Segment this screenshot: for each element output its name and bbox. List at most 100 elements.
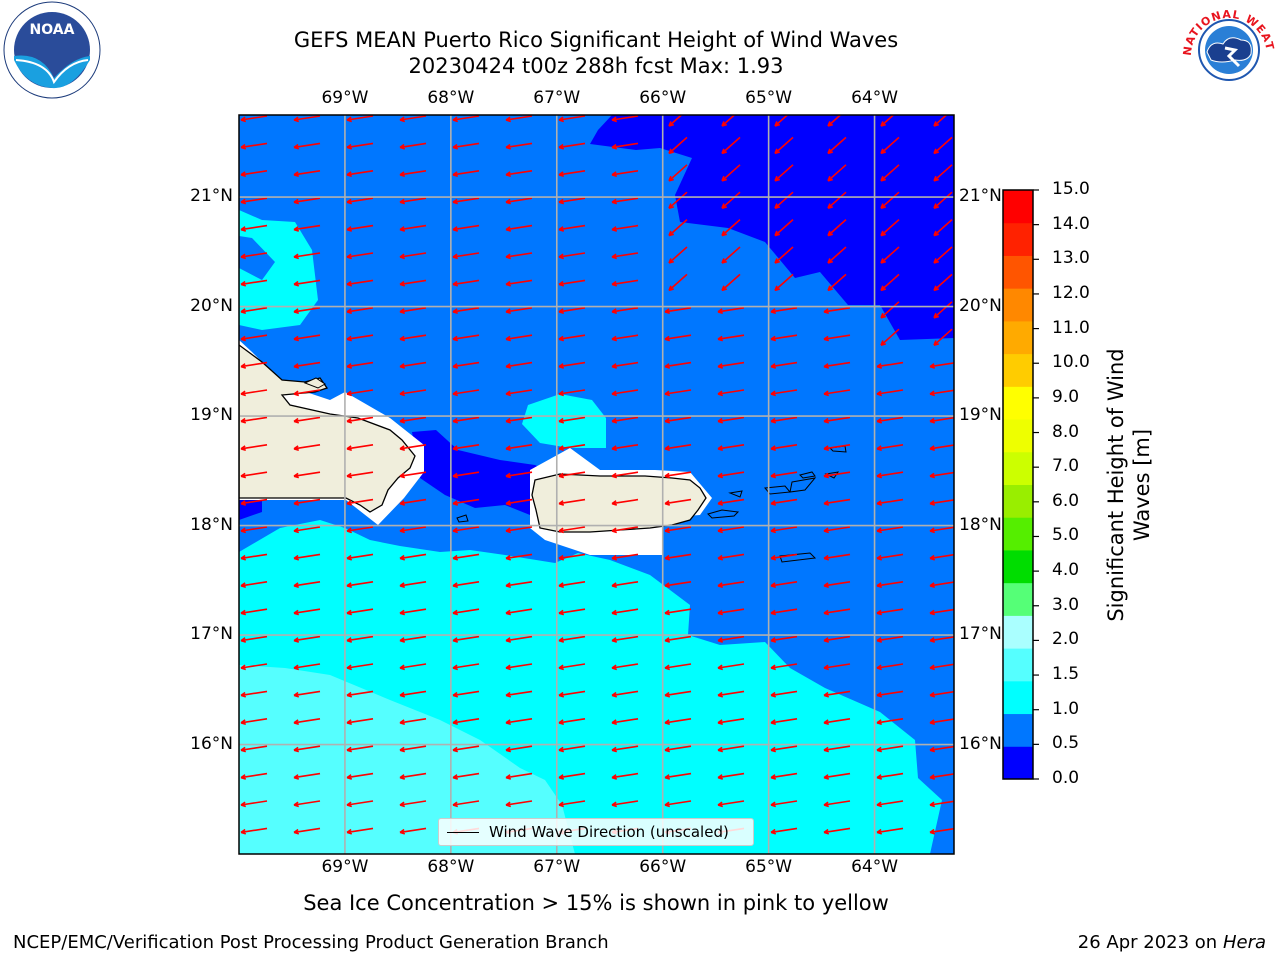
wave-direction-arrow xyxy=(505,498,533,506)
lat-label-left: 20°N xyxy=(190,295,233,316)
lon-label-top: 68°W xyxy=(427,88,475,108)
wave-direction-arrow xyxy=(293,498,321,506)
wave-direction-arrow xyxy=(770,800,798,808)
wave-direction-arrow xyxy=(823,526,851,534)
wave-direction-arrow xyxy=(346,197,374,205)
wave-direction-arrow xyxy=(505,252,533,260)
wave-direction-arrow xyxy=(668,191,688,209)
wave-direction-arrow xyxy=(558,142,586,150)
noaa-logo-text: NOAA xyxy=(30,22,75,38)
wave-direction-arrow xyxy=(770,663,798,671)
wave-direction-arrow xyxy=(668,164,688,182)
wave-direction-arrow xyxy=(293,718,321,726)
wave-direction-arrow xyxy=(399,581,427,589)
colorbar-tick-label: 1.0 xyxy=(1052,698,1080,719)
wave-direction-arrow xyxy=(505,416,533,424)
wave-direction-arrow xyxy=(774,246,794,264)
wave-direction-arrow xyxy=(558,526,586,534)
wave-direction-arrow xyxy=(823,389,851,397)
wave-direction-arrow xyxy=(558,581,586,589)
wave-direction-arrow xyxy=(505,581,533,589)
wave-direction-arrow xyxy=(346,663,374,671)
map-title: GEFS MEAN Puerto Rico Significant Height… xyxy=(293,28,899,52)
colorbar-segment xyxy=(1003,320,1033,355)
wave-direction-arrow xyxy=(558,800,586,808)
wave-direction-arrow xyxy=(558,279,586,287)
wave-direction-arrow xyxy=(664,635,692,643)
wave-direction-arrow xyxy=(452,389,480,397)
wave-direction-arrow xyxy=(399,498,427,506)
wave-direction-arrow xyxy=(611,471,639,479)
lat-label-left: 17°N xyxy=(190,624,233,645)
wave-direction-arrow xyxy=(880,115,895,127)
lon-label-top: 69°W xyxy=(321,88,369,108)
colorbar-tick-label: 15.0 xyxy=(1052,179,1090,199)
wave-direction-arrow xyxy=(774,164,794,182)
wave-direction-arrow xyxy=(558,307,586,315)
wave-direction-arrow xyxy=(452,745,480,753)
wave-direction-arrow xyxy=(399,307,427,315)
wave-direction-arrow xyxy=(823,416,851,424)
wave-direction-arrow xyxy=(240,197,268,205)
wave-direction-arrow xyxy=(452,307,480,315)
wave-direction-arrow xyxy=(876,690,904,698)
wave-direction-arrow xyxy=(399,334,427,342)
wave-direction-arrow xyxy=(346,827,374,835)
wave-direction-arrow xyxy=(240,745,268,753)
colorbar-tick-label: 13.0 xyxy=(1052,248,1090,269)
wave-direction-arrow xyxy=(774,191,794,209)
wave-direction-arrow xyxy=(611,690,639,698)
colorbar-segment xyxy=(1003,353,1033,387)
wave-direction-arrow xyxy=(558,252,586,260)
wave-direction-arrow xyxy=(770,444,798,452)
wave-direction-arrow xyxy=(505,745,533,753)
wave-direction-arrow xyxy=(770,608,798,616)
colorbar-tick-label: 6.0 xyxy=(1052,490,1080,511)
wave-direction-arrow xyxy=(346,444,374,452)
wave-direction-arrow xyxy=(876,772,904,780)
wave-direction-arrow xyxy=(452,498,480,506)
colorbar-tick-label: 0.0 xyxy=(1052,768,1080,788)
wave-direction-arrow xyxy=(717,745,745,753)
wave-direction-arrow xyxy=(827,136,847,155)
wave-direction-arrow xyxy=(664,416,692,424)
wave-direction-arrow xyxy=(611,334,639,342)
wave-direction-arrow xyxy=(770,772,798,780)
wave-direction-arrow xyxy=(611,526,639,534)
colorbar-segment xyxy=(1003,615,1033,649)
wave-direction-arrow xyxy=(876,361,904,369)
wave-direction-arrow xyxy=(823,361,851,369)
wave-direction-arrow xyxy=(611,444,639,452)
colorbar-title-line1: Significant Height of Wind xyxy=(1104,348,1128,622)
wave-direction-arrow xyxy=(452,142,480,150)
wave-direction-arrow xyxy=(880,301,900,319)
contour-1p0-1p5-northwest xyxy=(239,210,318,330)
lat-label-right: 16°N xyxy=(959,733,1002,754)
wave-direction-arrow xyxy=(717,361,745,369)
contour-0p0-0p5-northeast xyxy=(590,115,954,340)
colorbar-tick-label: 1.5 xyxy=(1052,664,1080,685)
wave-direction-arrow xyxy=(717,471,745,479)
wave-direction-arrow xyxy=(770,526,798,534)
wave-direction-arrow xyxy=(770,471,798,479)
wave-direction-arrow xyxy=(717,334,745,342)
wave-direction-arrow xyxy=(611,663,639,671)
wave-direction-arrow xyxy=(505,772,533,780)
wave-direction-arrow xyxy=(452,252,480,260)
wave-direction-arrow xyxy=(721,136,741,155)
colorbar-tick-label: 10.0 xyxy=(1052,352,1090,373)
wave-direction-arrow xyxy=(823,553,851,561)
island-vieques xyxy=(707,509,740,519)
wave-direction-arrow xyxy=(240,827,268,835)
wave-direction-arrow xyxy=(770,827,798,835)
colorbar-tick-label: 9.0 xyxy=(1052,386,1080,407)
colorbar-tick-label: 3.0 xyxy=(1052,594,1080,615)
wave-direction-arrow xyxy=(929,389,954,397)
wave-direction-arrow xyxy=(452,553,480,561)
wave-direction-arrow xyxy=(827,164,847,182)
wave-direction-arrow xyxy=(668,219,688,237)
wave-direction-arrow xyxy=(827,246,847,264)
wave-direction-arrow xyxy=(558,772,586,780)
wave-direction-arrow xyxy=(717,800,745,808)
wave-direction-arrow xyxy=(505,307,533,315)
